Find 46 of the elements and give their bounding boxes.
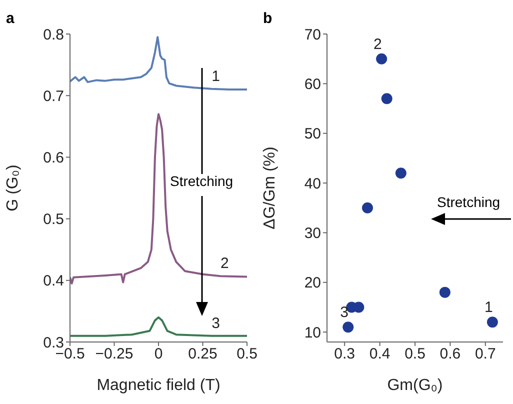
x-tick-label: 0.7 (474, 346, 496, 363)
point (376, 53, 388, 64)
y-tick-label: 0.6 (43, 150, 64, 167)
x-tick-label: 0.5 (236, 346, 258, 363)
series-label: 2 (220, 255, 229, 272)
x-tick-label: 0.6 (440, 346, 461, 363)
annotation: 2 (374, 36, 382, 53)
x-axis-title: Magnetic field (T) (96, 377, 220, 394)
point (439, 286, 450, 298)
point (342, 322, 354, 333)
y-tick-label: 20 (304, 274, 321, 292)
y-tick-label: 50 (304, 126, 321, 143)
point (486, 316, 498, 328)
y-tick-label: 0.3 (43, 334, 64, 352)
annotation: 1 (484, 299, 493, 316)
point (381, 93, 392, 104)
x-tick-label: 0.25 (188, 346, 218, 363)
series-label: 1 (212, 68, 220, 85)
annotation: Stretching (170, 172, 234, 190)
point (395, 168, 406, 179)
y-tick-label: 60 (304, 76, 321, 93)
x-tick-label: 0.3 (334, 346, 356, 363)
x-tick-label: 0.5 (404, 346, 426, 363)
chart-title: b (263, 10, 272, 27)
x-tick-label: −0.25 (95, 346, 134, 363)
y-tick-label: 0.7 (43, 88, 64, 105)
y-tick-label: 10 (304, 324, 321, 342)
annotation: Stretching (437, 194, 500, 210)
chart-title: a (6, 10, 14, 27)
y-tick-label: 0.4 (43, 272, 64, 290)
point (362, 202, 373, 214)
line-series (70, 316, 247, 337)
x-tick-label: 0 (154, 346, 163, 363)
annotation: 3 (340, 304, 348, 322)
y-tick-label: 0.8 (43, 26, 64, 44)
y-tick-label: 70 (304, 26, 321, 44)
line-series (70, 36, 247, 90)
x-tick-label: 0.4 (369, 346, 390, 363)
x-axis-title: Gm(G₀) (387, 377, 443, 394)
y-axis-title: ΔG/Gm (%) (262, 146, 279, 230)
y-tick-label: 30 (304, 225, 321, 242)
y-axis-title: G (G₀) (4, 164, 22, 212)
y-tick-label: 40 (304, 175, 321, 192)
line-series (70, 113, 247, 284)
y-tick-label: 0.5 (43, 211, 64, 228)
series-label: 3 (212, 314, 220, 332)
